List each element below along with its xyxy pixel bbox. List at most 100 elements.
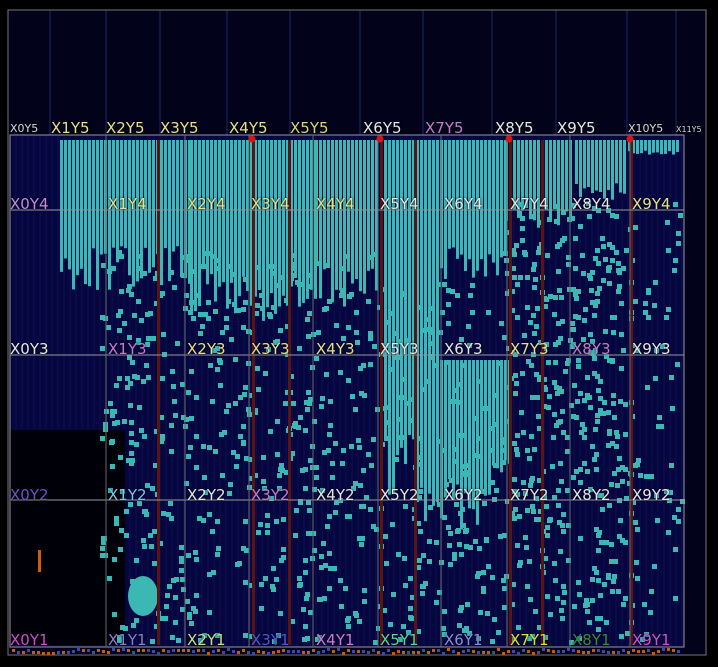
logic-cell xyxy=(314,475,319,480)
logic-column xyxy=(72,140,75,290)
clock-region-label[interactable]: X0Y5 xyxy=(10,122,39,135)
clock-region-label[interactable]: X0Y4 xyxy=(10,195,49,213)
clock-region-label[interactable]: X1Y2 xyxy=(108,486,147,504)
clock-region-label[interactable]: X8Y1 xyxy=(572,631,611,649)
logic-cell xyxy=(470,310,475,315)
logic-cell xyxy=(384,436,389,441)
io-pin xyxy=(592,649,595,652)
clock-region-label[interactable]: X4Y2 xyxy=(316,486,355,504)
clock-region-label[interactable]: X0Y1 xyxy=(10,631,49,649)
clock-region-label[interactable]: X1Y1 xyxy=(108,631,147,649)
logic-cell xyxy=(592,313,597,318)
logic-column xyxy=(561,140,564,213)
logic-cell xyxy=(338,578,343,583)
logic-cell xyxy=(110,409,115,414)
clock-region-label[interactable]: X3Y4 xyxy=(251,195,290,213)
clock-region-label[interactable]: X5Y3 xyxy=(380,340,419,358)
clock-region-label[interactable]: X6Y1 xyxy=(444,631,483,649)
logic-cell xyxy=(170,369,175,374)
clock-region-label[interactable]: X8Y3 xyxy=(572,340,611,358)
clock-region-label[interactable]: X3Y2 xyxy=(251,486,290,504)
clock-region-label[interactable]: X4Y1 xyxy=(316,631,355,649)
clock-region-label[interactable]: X6Y3 xyxy=(444,340,483,358)
logic-cell xyxy=(527,636,532,641)
clock-region-label[interactable]: X9Y5 xyxy=(557,119,596,137)
clock-region-label[interactable]: X4Y4 xyxy=(316,195,355,213)
logic-cell xyxy=(619,301,624,306)
clock-region-label[interactable]: X2Y4 xyxy=(187,195,226,213)
clock-region-label[interactable]: X1Y5 xyxy=(51,119,90,137)
clock-region-label[interactable]: X5Y1 xyxy=(380,631,419,649)
clock-region-label[interactable]: X4Y3 xyxy=(316,340,355,358)
logic-column xyxy=(623,140,626,194)
logic-cell xyxy=(599,540,604,545)
clock-region-label[interactable]: X1Y3 xyxy=(108,340,147,358)
clock-region-label[interactable]: X5Y4 xyxy=(380,195,419,213)
logic-cell xyxy=(214,258,219,263)
logic-cell xyxy=(136,266,141,271)
logic-cell xyxy=(561,210,566,215)
clock-region-label[interactable]: X5Y2 xyxy=(380,486,419,504)
clock-region-label[interactable]: X2Y3 xyxy=(187,340,226,358)
logic-cell xyxy=(619,634,624,639)
logic-cell xyxy=(402,377,407,382)
clock-region-label[interactable]: X5Y5 xyxy=(290,119,329,137)
logic-cell xyxy=(571,287,576,292)
clock-region-grid xyxy=(9,134,685,648)
clock-region-label[interactable]: X7Y4 xyxy=(510,195,549,213)
clock-region-label[interactable]: X0Y3 xyxy=(10,340,49,358)
clock-region-label[interactable]: X4Y5 xyxy=(229,119,268,137)
logic-cell xyxy=(537,426,542,431)
logic-cell xyxy=(485,611,490,616)
clock-region-label[interactable]: X6Y4 xyxy=(444,195,483,213)
logic-cell xyxy=(582,398,587,403)
logic-cell xyxy=(154,301,159,306)
clock-region-label[interactable]: X7Y5 xyxy=(425,119,464,137)
clock-region-label[interactable]: X3Y5 xyxy=(160,119,199,137)
clock-region-label[interactable]: X9Y3 xyxy=(632,340,671,358)
clock-region-label[interactable]: X2Y1 xyxy=(187,631,226,649)
clock-region-label[interactable]: X3Y1 xyxy=(251,631,290,649)
logic-cell xyxy=(229,337,234,342)
clock-region-label[interactable]: X2Y2 xyxy=(187,486,226,504)
clock-region-label[interactable]: X2Y5 xyxy=(106,119,145,137)
logic-cell xyxy=(444,360,449,365)
logic-cell xyxy=(181,273,186,278)
clock-region-label[interactable]: X8Y5 xyxy=(495,119,534,137)
logic-cell xyxy=(341,336,346,341)
logic-cell xyxy=(590,300,595,305)
clock-region-label[interactable]: X1Y4 xyxy=(108,195,147,213)
logic-cell xyxy=(137,501,142,506)
clock-region-label[interactable]: X8Y4 xyxy=(572,195,611,213)
logic-column xyxy=(476,140,479,271)
logic-cell xyxy=(150,639,155,644)
clock-region-label[interactable]: X6Y2 xyxy=(444,486,483,504)
clock-region-label[interactable]: X7Y1 xyxy=(510,631,549,649)
clock-region-label[interactable]: X8Y2 xyxy=(572,486,611,504)
logic-column xyxy=(302,140,305,303)
logic-cell xyxy=(268,429,273,434)
clock-region-label[interactable]: X7Y3 xyxy=(510,340,549,358)
logic-column xyxy=(254,140,257,297)
clock-region-label[interactable]: X3Y3 xyxy=(251,340,290,358)
clock-region-label[interactable]: X11Y5 xyxy=(676,125,702,134)
logic-cell xyxy=(164,604,169,609)
logic-cell xyxy=(494,488,499,493)
clock-region-label[interactable]: X9Y2 xyxy=(632,486,671,504)
logic-cell xyxy=(589,288,594,293)
clock-region-label[interactable]: X6Y5 xyxy=(363,119,402,137)
logic-cell xyxy=(519,410,524,415)
clock-region-label[interactable]: X0Y2 xyxy=(10,486,49,504)
clock-region-label[interactable]: X9Y4 xyxy=(632,195,671,213)
clock-region-label[interactable]: X7Y2 xyxy=(510,486,549,504)
logic-cell xyxy=(518,560,523,565)
clock-region-label[interactable]: X9Y1 xyxy=(632,631,671,649)
logic-cell xyxy=(515,492,520,497)
logic-cell xyxy=(327,586,332,591)
clock-region-label[interactable]: X10Y5 xyxy=(628,122,664,135)
logic-column xyxy=(160,140,163,286)
io-pin xyxy=(277,650,280,653)
logic-cell xyxy=(187,615,192,620)
